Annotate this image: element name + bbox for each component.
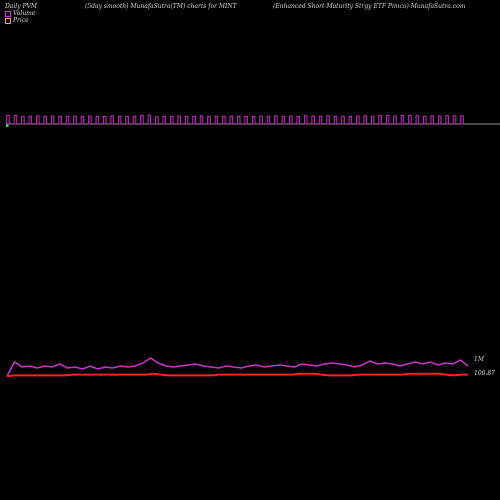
volume-bar [452, 115, 457, 125]
volume-bar [147, 114, 152, 125]
volume-bar [370, 115, 375, 125]
volume-bar [222, 115, 226, 125]
volume-bar [65, 115, 70, 125]
pvm-end-label: 1M [474, 356, 485, 363]
volume-bar [437, 115, 442, 125]
volume-bar [445, 115, 449, 125]
volume-bar [303, 115, 308, 125]
volume-bar-down [6, 124, 9, 127]
volume-bar [415, 115, 420, 125]
legend-item-price: Price [5, 17, 29, 24]
volume-bar [289, 115, 293, 125]
volume-bar [169, 115, 174, 125]
volume-bar [385, 114, 390, 125]
volume-bar [318, 115, 323, 125]
volume-bar [356, 115, 360, 125]
volume-bar [296, 115, 301, 125]
legend-swatch-volume [5, 10, 11, 17]
volume-bar [400, 114, 405, 125]
pvm-line [6, 357, 469, 377]
volume-bar [326, 115, 330, 125]
volume-bar [460, 115, 464, 125]
volume-bar [423, 115, 427, 125]
volume-bar [236, 115, 241, 125]
volume-bar [259, 115, 263, 125]
volume-bar [348, 116, 353, 125]
volume-bar [58, 115, 62, 125]
volume-bar [199, 115, 204, 125]
volume-bar [28, 115, 33, 125]
volume-bar [251, 115, 256, 125]
volume-bar [244, 116, 248, 125]
volume-bar [229, 115, 234, 125]
volume-bar [341, 115, 345, 125]
volume-bar [140, 115, 144, 125]
volume-bar [6, 115, 10, 125]
volume-bar [393, 115, 397, 125]
volume-bar [80, 115, 85, 125]
volume-bar [207, 115, 211, 125]
volume-bar [177, 115, 181, 125]
volume-bar [21, 115, 25, 125]
volume-bar [192, 115, 196, 125]
volume-bar [266, 115, 271, 125]
chart-header-left: Daily PVM [5, 3, 38, 10]
volume-bar [281, 115, 286, 125]
legend-label-volume: Volume [13, 10, 36, 17]
price-end-label: 100.87 [474, 370, 495, 377]
legend-item-volume: Volume [5, 10, 35, 17]
volume-bar [36, 115, 40, 125]
volume-bar [43, 116, 47, 125]
volume-bar [214, 115, 219, 125]
volume-bar [378, 115, 382, 125]
volume-bar [311, 115, 315, 125]
volume-bar [132, 115, 137, 125]
legend-label-price: Price [13, 17, 29, 24]
volume-bar [274, 115, 278, 125]
volume-bar [184, 116, 189, 125]
volume-bar [88, 115, 92, 125]
volume-bar [155, 116, 159, 125]
volume-bar [117, 115, 122, 125]
volume-bar [333, 115, 338, 125]
volume-bar [162, 115, 167, 125]
price-line [6, 372, 468, 378]
volume-bar [50, 115, 55, 125]
volume-bar [95, 115, 100, 125]
volume-bar [73, 115, 77, 125]
volume-bar [430, 115, 434, 125]
legend-swatch-price [5, 17, 11, 24]
volume-bar [408, 114, 412, 125]
volume-bar [125, 115, 129, 125]
chart-header-right: (Enhanced Short-Maturity Strgy ETF Pimco… [273, 3, 466, 10]
volume-bar [110, 115, 114, 125]
volume-bar [13, 115, 18, 125]
volume-bar [363, 115, 368, 125]
volume-bar [102, 116, 107, 125]
chart-header-center: (5day smooth) MunafaSutra(TM) charts for… [85, 3, 237, 10]
